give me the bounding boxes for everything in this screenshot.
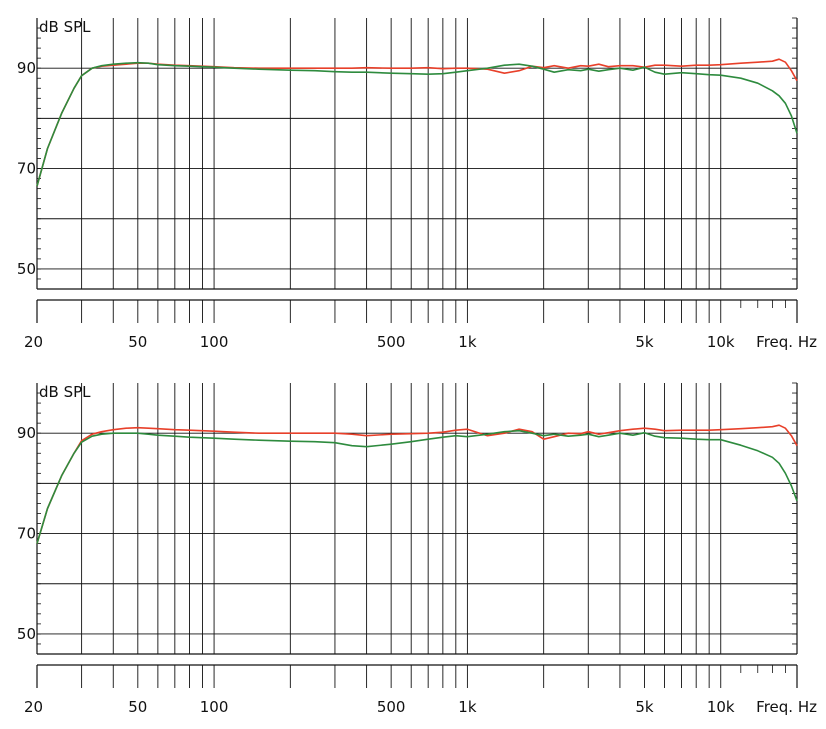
y-tick-label: 50 <box>17 625 36 643</box>
x-tick-label: 500 <box>377 698 406 716</box>
y-tick-label: 70 <box>17 160 36 178</box>
x-tick-label: 50 <box>128 698 147 716</box>
y-axis-label: dB SPL <box>39 18 91 36</box>
y-axis-label: dB SPL <box>39 383 91 401</box>
x-tick-label: 10k <box>707 698 735 716</box>
x-tick-label: 5k <box>635 698 654 716</box>
x-tick-label: 20 <box>24 698 43 716</box>
x-tick-label: 100 <box>200 333 229 351</box>
x-tick-label: 10k <box>707 333 735 351</box>
x-tick-label: 50 <box>128 333 147 351</box>
chart-panel-1: dB SPL 50 70 90 20 50 100 500 1k 5k 10k Freq. Hz <box>17 17 817 351</box>
series-line-red <box>36 424 798 544</box>
x-tick-label: 1k <box>458 698 477 716</box>
series-line-red <box>36 58 798 187</box>
y-tick-label: 90 <box>17 424 36 442</box>
x-tick-label: 5k <box>635 333 654 351</box>
x-axis-label: Freq. Hz <box>756 333 817 351</box>
y-tick-label: 90 <box>17 59 36 77</box>
x-tick-label: 100 <box>200 698 229 716</box>
y-tick-label: 70 <box>17 525 36 543</box>
x-tick-label: 500 <box>377 333 406 351</box>
x-axis-label: Freq. Hz <box>756 698 817 716</box>
series-line-green <box>36 429 798 544</box>
chart-panel-2: dB SPL 50 70 90 20 50 100 500 1k 5k 10k Freq. Hz <box>17 382 817 716</box>
x-tick-label: 1k <box>458 333 477 351</box>
x-tick-label: 20 <box>24 333 43 351</box>
y-tick-label: 50 <box>17 260 36 278</box>
series-line-green <box>36 61 798 187</box>
